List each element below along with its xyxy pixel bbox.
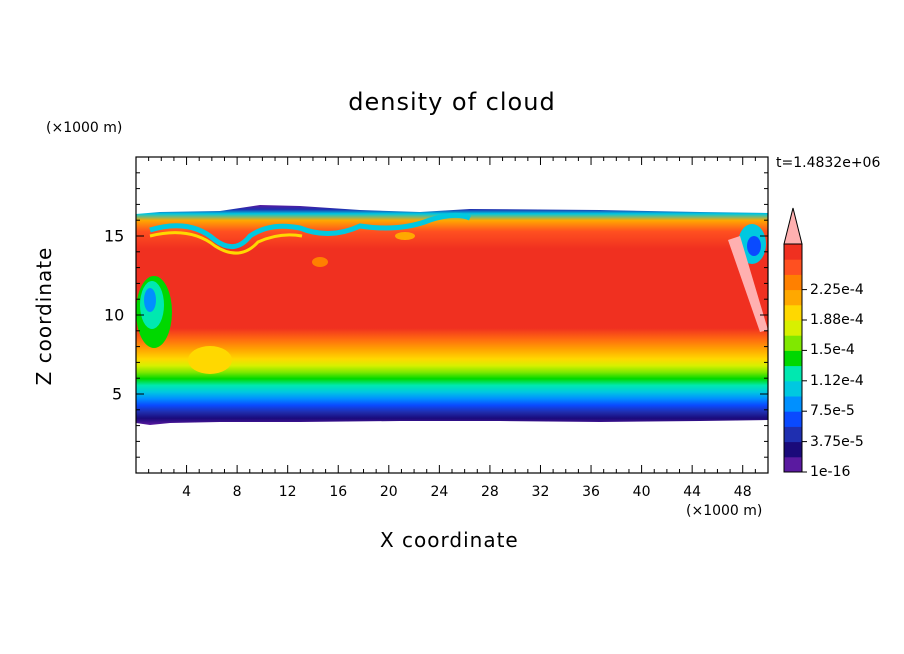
x-tick-label: 28 bbox=[480, 484, 499, 500]
x-tick-label: 12 bbox=[278, 484, 297, 500]
colorbar-extend-arrow bbox=[783, 207, 803, 245]
colorbar-swatch bbox=[784, 441, 802, 458]
y-tick-label: 15 bbox=[104, 226, 125, 246]
time-label: t=1.4832e+06 bbox=[776, 155, 881, 171]
colorbar-swatch bbox=[784, 274, 802, 291]
colorbar-tick-label: 1.5e-4 bbox=[810, 342, 855, 359]
chart-title: density of cloud bbox=[348, 88, 556, 116]
x-axis-label: X coordinate bbox=[380, 528, 519, 552]
x-tick-label: 32 bbox=[531, 484, 550, 500]
x-tick-label: 36 bbox=[582, 484, 600, 500]
colorbar-swatch bbox=[784, 426, 802, 443]
right-vortex-core bbox=[747, 236, 761, 256]
x-tick-label: 40 bbox=[632, 484, 651, 500]
top-eddy-1 bbox=[149, 212, 471, 249]
cloud-body bbox=[136, 205, 768, 425]
x-tick-label: 4 bbox=[182, 484, 192, 500]
colorbar-swatch bbox=[784, 350, 802, 367]
top-eddy-4 bbox=[312, 257, 328, 267]
x-tick-label: 24 bbox=[430, 484, 449, 500]
colorbar-swatch bbox=[784, 289, 802, 306]
right-streak bbox=[728, 236, 768, 332]
cloud-density-field bbox=[136, 205, 768, 425]
x-tick-label: 16 bbox=[329, 484, 348, 500]
y-axis-unit: (×1000 m) bbox=[46, 120, 123, 136]
colorbar-tick-label: 1.12e-4 bbox=[810, 372, 864, 389]
left-lower-patch bbox=[188, 346, 232, 374]
x-tick-label: 48 bbox=[733, 484, 752, 500]
colorbar-swatch bbox=[784, 304, 802, 321]
colorbar bbox=[783, 207, 807, 473]
y-tick-label: 5 bbox=[112, 384, 123, 404]
colorbar-swatch bbox=[784, 380, 802, 397]
colorbar-tick-label: 7.5e-5 bbox=[810, 403, 855, 420]
top-eddy-3 bbox=[395, 232, 415, 240]
colorbar-swatch bbox=[784, 320, 802, 336]
colorbar-tick-label: 2.25e-4 bbox=[810, 281, 864, 298]
x-tick-label: 44 bbox=[683, 484, 702, 500]
y-tick-label: 10 bbox=[104, 305, 125, 325]
colorbar-tick-label: 3.75e-5 bbox=[810, 433, 864, 450]
axis-ticks bbox=[136, 157, 768, 473]
colorbar-swatch bbox=[784, 456, 802, 473]
colorbar-tick-label: 1.88e-4 bbox=[810, 312, 864, 328]
colorbar-swatch bbox=[784, 411, 802, 427]
colorbar-swatch bbox=[784, 365, 802, 382]
top-eddy-2 bbox=[149, 231, 303, 255]
x-tick-label: 20 bbox=[379, 484, 398, 500]
x-tick-label: 8 bbox=[232, 484, 242, 500]
colorbar-swatch bbox=[784, 335, 802, 351]
colorbar-swatch bbox=[784, 396, 802, 412]
colorbar-swatch bbox=[784, 244, 802, 260]
colorbar-frame bbox=[783, 243, 803, 473]
colorbar-tick-label: 1e-16 bbox=[810, 464, 851, 480]
left-vortex-inner bbox=[144, 288, 156, 312]
x-axis-unit: (×1000 m) bbox=[686, 503, 763, 519]
y-axis-label: Z coordinate bbox=[32, 246, 56, 386]
colorbar-swatch bbox=[784, 259, 802, 275]
